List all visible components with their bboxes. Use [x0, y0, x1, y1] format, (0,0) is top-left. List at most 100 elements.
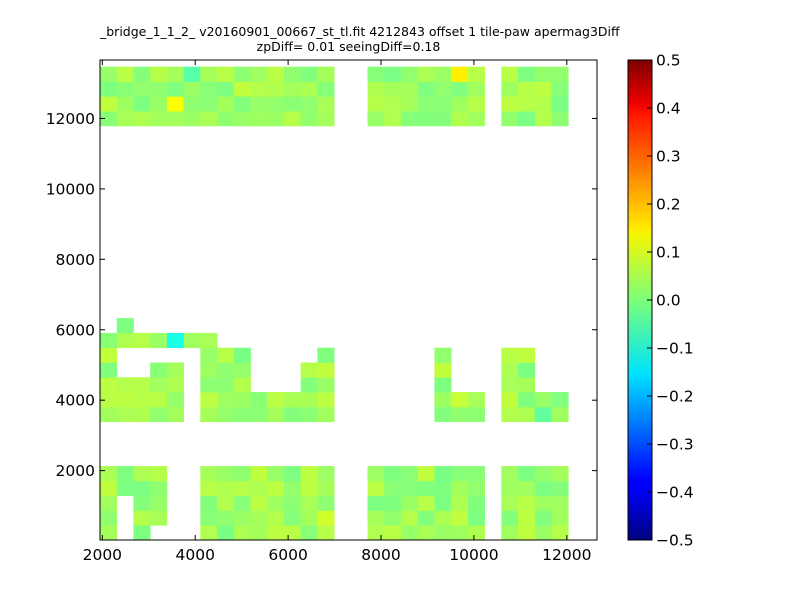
heatmap-cell: [100, 495, 118, 511]
colorbar-tick-label: 0.4: [656, 100, 681, 118]
colorbar-tick-label: −0.1: [656, 340, 694, 358]
chart-subtitle: zpDiff= 0.01 seeingDiff=0.18: [256, 39, 441, 54]
heatmap-cell: [200, 525, 218, 540]
heatmap-cell: [534, 466, 552, 482]
heatmap-cell: [417, 480, 435, 497]
heatmap-cell: [551, 480, 569, 497]
heatmap-cell: [451, 510, 469, 526]
heatmap-cell: [434, 96, 452, 112]
heatmap-cell: [451, 66, 469, 82]
heatmap-cell: [150, 392, 168, 408]
heatmap-cell: [317, 66, 335, 82]
heatmap-cell: [367, 525, 385, 540]
heatmap-cell: [534, 510, 552, 526]
heatmap-cell: [133, 466, 151, 482]
heatmap-cell: [534, 392, 552, 408]
heatmap-cell: [300, 66, 318, 82]
heatmap-cell: [150, 66, 168, 82]
heatmap-cell: [100, 332, 118, 349]
x-tick-label: 6000: [268, 546, 307, 564]
chart-title: _bridge_1_1_2_ v20160901_00667_st_tl.fit…: [100, 24, 620, 39]
heatmap-cell: [233, 510, 251, 526]
heatmap-cell: [116, 318, 134, 334]
heatmap-cell: [300, 392, 318, 408]
heatmap-cell: [467, 96, 485, 112]
heatmap-cell: [166, 377, 185, 393]
heatmap-cell: [534, 406, 552, 423]
heatmap-cell: [417, 111, 435, 127]
heatmap-cell: [367, 81, 385, 97]
colorbar-tick-label: −0.5: [656, 532, 694, 550]
heatmap-cell: [100, 392, 118, 408]
heatmap-cell: [534, 96, 552, 112]
heatmap-cell: [200, 480, 218, 497]
heatmap-cell: [217, 480, 235, 497]
heatmap-cell: [217, 66, 235, 82]
heatmap-cell: [116, 377, 134, 393]
heatmap-cell: [283, 480, 302, 497]
heatmap-cell: [250, 510, 268, 526]
heatmap-cell: [250, 406, 268, 423]
heatmap-cell: [250, 466, 268, 482]
heatmap-cell: [233, 466, 251, 482]
heatmap-cell: [233, 81, 251, 97]
y-tick-label: 8000: [56, 251, 95, 269]
heatmap-cell: [267, 96, 285, 112]
heatmap-cell: [100, 111, 118, 127]
heatmap-cell: [250, 96, 268, 112]
heatmap-cell: [501, 111, 519, 127]
heatmap-cell: [267, 81, 285, 97]
heatmap-cell: [166, 96, 185, 112]
heatmap-cell: [551, 495, 569, 511]
heatmap-cell: [233, 495, 251, 511]
heatmap-cell: [116, 81, 134, 97]
heatmap-cell: [501, 480, 519, 497]
heatmap-cell: [150, 377, 168, 393]
heatmap-cell: [384, 525, 402, 540]
heatmap-cell: [317, 347, 335, 363]
heatmap-cell: [451, 525, 469, 540]
heatmap-cell: [551, 81, 569, 97]
heatmap-cell: [317, 377, 335, 393]
heatmap-cell: [451, 96, 469, 112]
heatmap-cell: [467, 480, 485, 497]
heatmap-cell: [217, 347, 235, 363]
y-tick-label: 2000: [56, 462, 95, 480]
heatmap-cell: [250, 495, 268, 511]
heatmap-cell: [317, 111, 335, 127]
heatmap-cell: [501, 347, 519, 363]
heatmap-cell: [400, 480, 419, 497]
colorbar-tick-label: −0.3: [656, 436, 694, 454]
heatmap-cell: [267, 480, 285, 497]
heatmap-cell: [100, 377, 118, 393]
y-tick-label: 4000: [56, 392, 95, 410]
colorbar-tick-label: 0.2: [656, 196, 681, 214]
heatmap-cell: [100, 347, 118, 363]
heatmap-cell: [467, 406, 485, 423]
heatmap-cell: [200, 466, 218, 482]
heatmap-cell: [150, 466, 168, 482]
heatmap-cell: [283, 495, 302, 511]
heatmap-cell: [417, 495, 435, 511]
heatmap-cell: [451, 495, 469, 511]
heatmap-cell: [267, 525, 285, 540]
heatmap-cell: [283, 406, 302, 423]
heatmap-cell: [317, 406, 335, 423]
heatmap-cell: [300, 81, 318, 97]
heatmap-cell: [400, 111, 419, 127]
heatmap-cell: [100, 525, 118, 540]
heatmap-cell: [434, 525, 452, 540]
heatmap-cell: [534, 66, 552, 82]
x-tick-label: 8000: [361, 546, 400, 564]
heatmap-cell: [434, 406, 452, 423]
heatmap-cell: [150, 406, 168, 423]
heatmap-cell: [400, 81, 419, 97]
heatmap-cell: [367, 466, 385, 482]
heatmap-cell: [434, 495, 452, 511]
heatmap-cell: [233, 377, 251, 393]
heatmap-cell: [300, 111, 318, 127]
heatmap-cell: [267, 510, 285, 526]
y-tick-label: 6000: [56, 321, 95, 339]
heatmap-cell: [183, 81, 201, 97]
heatmap-cell: [317, 480, 335, 497]
